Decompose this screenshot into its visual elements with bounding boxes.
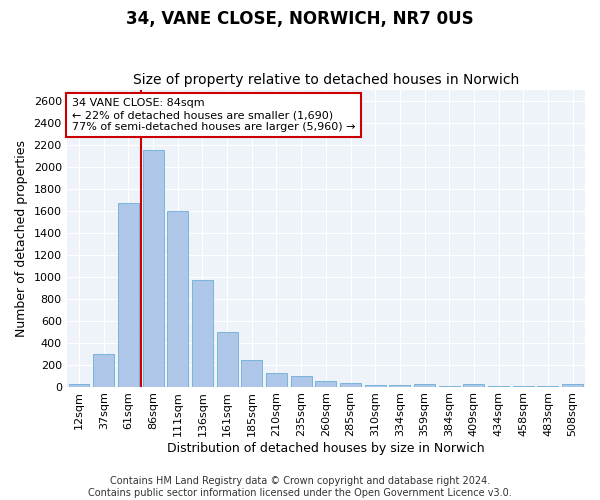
Bar <box>414 384 435 386</box>
Bar <box>316 381 337 386</box>
Bar <box>266 373 287 386</box>
Bar <box>192 280 213 386</box>
Bar <box>290 376 311 386</box>
Bar <box>93 354 114 386</box>
Bar <box>167 210 188 386</box>
Text: Contains HM Land Registry data © Crown copyright and database right 2024.
Contai: Contains HM Land Registry data © Crown c… <box>88 476 512 498</box>
X-axis label: Distribution of detached houses by size in Norwich: Distribution of detached houses by size … <box>167 442 485 455</box>
Bar <box>241 360 262 386</box>
Bar <box>562 384 583 386</box>
Text: 34, VANE CLOSE, NORWICH, NR7 0US: 34, VANE CLOSE, NORWICH, NR7 0US <box>126 10 474 28</box>
Bar <box>217 332 238 386</box>
Title: Size of property relative to detached houses in Norwich: Size of property relative to detached ho… <box>133 73 519 87</box>
Bar <box>365 385 386 386</box>
Bar <box>143 150 164 386</box>
Bar <box>68 384 89 386</box>
Bar <box>463 384 484 386</box>
Y-axis label: Number of detached properties: Number of detached properties <box>15 140 28 336</box>
Text: 34 VANE CLOSE: 84sqm
← 22% of detached houses are smaller (1,690)
77% of semi-de: 34 VANE CLOSE: 84sqm ← 22% of detached h… <box>72 98 355 132</box>
Bar <box>340 384 361 386</box>
Bar <box>118 203 139 386</box>
